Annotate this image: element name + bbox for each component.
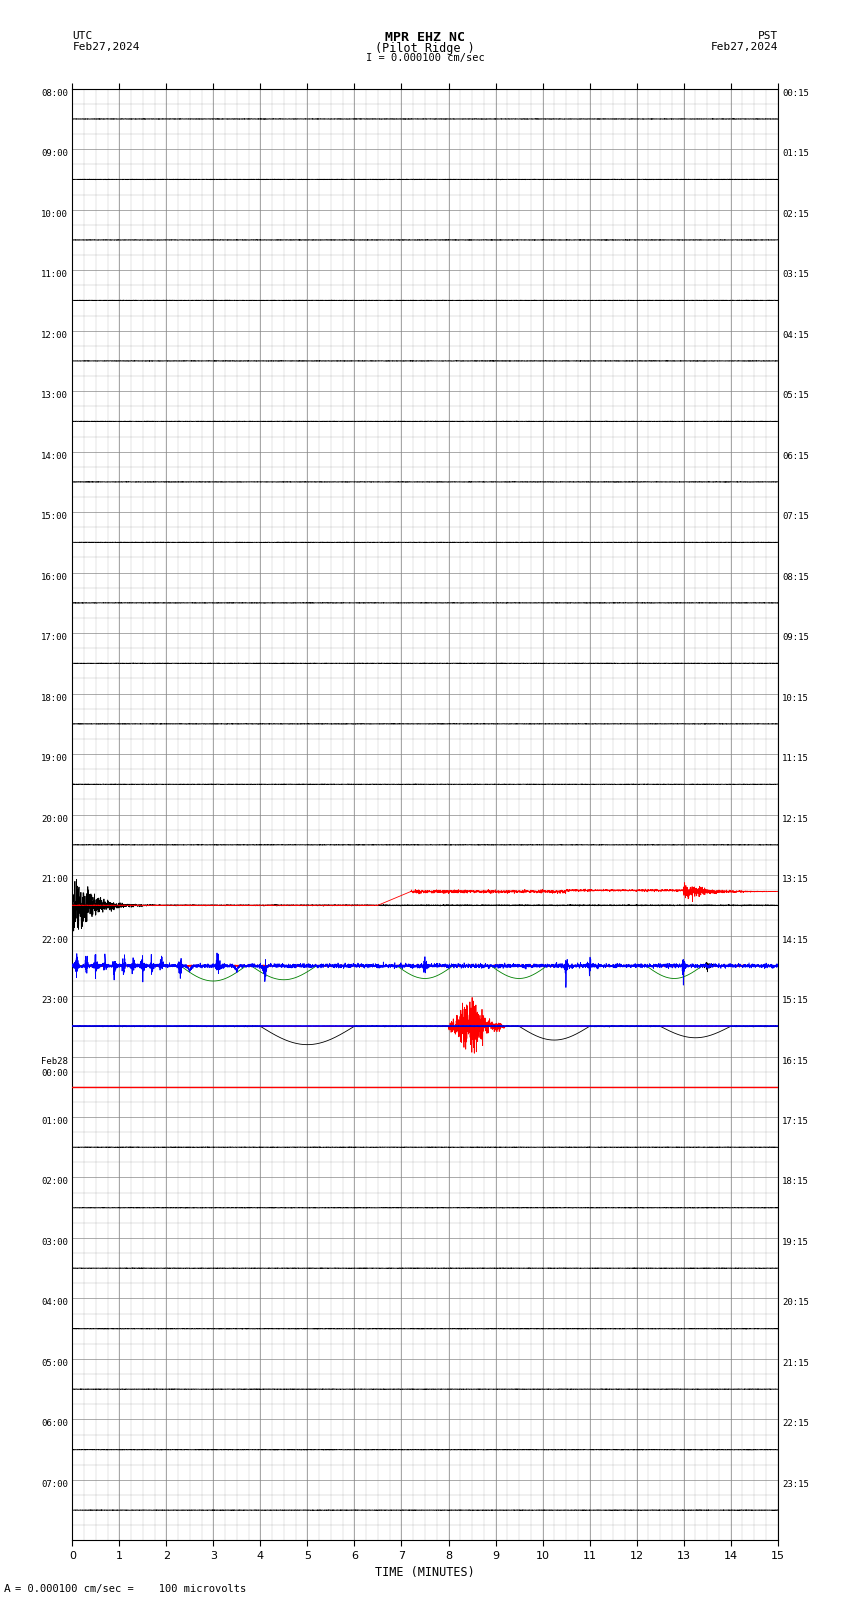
Text: 02:15: 02:15 xyxy=(782,210,809,219)
Text: Feb27,2024: Feb27,2024 xyxy=(711,42,778,52)
Text: 05:00: 05:00 xyxy=(41,1358,68,1368)
Text: Feb28: Feb28 xyxy=(41,1057,68,1066)
Text: 04:00: 04:00 xyxy=(41,1298,68,1308)
Text: 03:00: 03:00 xyxy=(41,1239,68,1247)
Text: 00:15: 00:15 xyxy=(782,89,809,98)
Text: 10:00: 10:00 xyxy=(41,210,68,219)
Text: PST: PST xyxy=(757,31,778,40)
Text: 11:00: 11:00 xyxy=(41,271,68,279)
Text: 12:00: 12:00 xyxy=(41,331,68,340)
Text: 10:15: 10:15 xyxy=(782,694,809,703)
Text: 00:00: 00:00 xyxy=(41,1069,68,1079)
Text: 02:00: 02:00 xyxy=(41,1177,68,1187)
Text: 14:00: 14:00 xyxy=(41,452,68,461)
Text: 17:00: 17:00 xyxy=(41,634,68,642)
Text: 20:15: 20:15 xyxy=(782,1298,809,1308)
Text: 22:00: 22:00 xyxy=(41,936,68,945)
Text: 15:00: 15:00 xyxy=(41,513,68,521)
Text: 03:15: 03:15 xyxy=(782,271,809,279)
Text: 08:15: 08:15 xyxy=(782,573,809,582)
Text: 07:00: 07:00 xyxy=(41,1481,68,1489)
Text: UTC: UTC xyxy=(72,31,93,40)
Text: 23:00: 23:00 xyxy=(41,997,68,1005)
Text: MPR EHZ NC: MPR EHZ NC xyxy=(385,31,465,44)
Text: 08:00: 08:00 xyxy=(41,89,68,98)
Text: = 0.000100 cm/sec =    100 microvolts: = 0.000100 cm/sec = 100 microvolts xyxy=(15,1584,246,1594)
Text: 04:15: 04:15 xyxy=(782,331,809,340)
Text: Feb27,2024: Feb27,2024 xyxy=(72,42,139,52)
Text: 16:15: 16:15 xyxy=(782,1057,809,1066)
Text: 15:15: 15:15 xyxy=(782,997,809,1005)
Text: 19:00: 19:00 xyxy=(41,755,68,763)
Text: 16:00: 16:00 xyxy=(41,573,68,582)
Text: 14:15: 14:15 xyxy=(782,936,809,945)
Text: 13:15: 13:15 xyxy=(782,874,809,884)
Text: 17:15: 17:15 xyxy=(782,1116,809,1126)
Text: I = 0.000100 cm/sec: I = 0.000100 cm/sec xyxy=(366,53,484,63)
Text: (Pilot Ridge ): (Pilot Ridge ) xyxy=(375,42,475,55)
Text: 22:15: 22:15 xyxy=(782,1419,809,1429)
Text: 21:00: 21:00 xyxy=(41,874,68,884)
Text: 09:00: 09:00 xyxy=(41,150,68,158)
Text: 06:15: 06:15 xyxy=(782,452,809,461)
Text: 05:15: 05:15 xyxy=(782,392,809,400)
Text: 18:15: 18:15 xyxy=(782,1177,809,1187)
Text: 21:15: 21:15 xyxy=(782,1358,809,1368)
Text: 13:00: 13:00 xyxy=(41,392,68,400)
X-axis label: TIME (MINUTES): TIME (MINUTES) xyxy=(375,1566,475,1579)
Text: 12:15: 12:15 xyxy=(782,815,809,824)
Text: 07:15: 07:15 xyxy=(782,513,809,521)
Text: 01:00: 01:00 xyxy=(41,1116,68,1126)
Text: 23:15: 23:15 xyxy=(782,1481,809,1489)
Text: 09:15: 09:15 xyxy=(782,634,809,642)
Text: 06:00: 06:00 xyxy=(41,1419,68,1429)
Text: 19:15: 19:15 xyxy=(782,1239,809,1247)
Text: A: A xyxy=(4,1584,11,1594)
Text: 20:00: 20:00 xyxy=(41,815,68,824)
Text: 11:15: 11:15 xyxy=(782,755,809,763)
Text: 18:00: 18:00 xyxy=(41,694,68,703)
Text: 01:15: 01:15 xyxy=(782,150,809,158)
